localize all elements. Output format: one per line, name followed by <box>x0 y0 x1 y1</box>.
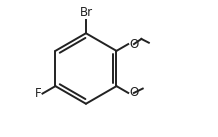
Text: O: O <box>129 38 138 51</box>
Text: O: O <box>129 86 138 99</box>
Text: F: F <box>34 87 41 100</box>
Text: Br: Br <box>79 6 92 19</box>
